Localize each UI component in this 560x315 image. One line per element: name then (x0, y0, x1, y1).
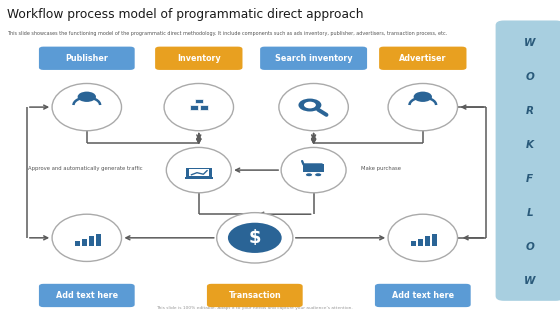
Bar (185, 177, 213, 179)
Text: Workflow process model of programmatic direct approach: Workflow process model of programmatic d… (7, 8, 363, 21)
Circle shape (298, 99, 321, 112)
Text: This slide showcases the functioning model of the programmatic direct methodolog: This slide showcases the functioning mod… (7, 32, 447, 37)
Text: Make purchase: Make purchase (361, 166, 401, 171)
Text: Inventory: Inventory (177, 54, 221, 63)
Text: Approve and automatically generate traffic: Approve and automatically generate traff… (28, 166, 143, 171)
Text: Transaction: Transaction (228, 291, 281, 300)
Bar (424, 236, 430, 246)
FancyBboxPatch shape (496, 20, 560, 301)
Circle shape (305, 173, 312, 177)
Ellipse shape (281, 147, 346, 193)
Bar (200, 105, 208, 110)
Circle shape (414, 92, 432, 102)
Text: Publisher: Publisher (66, 54, 108, 63)
Circle shape (315, 173, 322, 177)
FancyBboxPatch shape (155, 47, 242, 70)
Text: Add text here: Add text here (392, 291, 454, 300)
Text: R: R (526, 106, 534, 116)
Ellipse shape (52, 83, 122, 131)
Ellipse shape (388, 214, 458, 261)
Bar (88, 236, 94, 246)
Bar (190, 105, 198, 110)
Bar (189, 169, 209, 176)
Bar (418, 239, 423, 246)
Ellipse shape (279, 83, 348, 131)
FancyBboxPatch shape (379, 47, 466, 70)
Text: F: F (526, 174, 533, 184)
Text: O: O (525, 72, 534, 82)
Bar (432, 234, 437, 246)
Text: Search inventory: Search inventory (275, 54, 352, 63)
Bar (304, 164, 324, 172)
Text: Add text here: Add text here (56, 291, 118, 300)
Circle shape (228, 223, 282, 253)
Bar (96, 234, 101, 246)
Bar (411, 241, 416, 246)
Ellipse shape (164, 83, 234, 131)
FancyBboxPatch shape (39, 47, 134, 70)
Ellipse shape (52, 214, 122, 261)
Ellipse shape (388, 83, 458, 131)
Text: K: K (526, 140, 534, 150)
Circle shape (304, 102, 316, 108)
Text: W: W (524, 37, 535, 48)
Text: Advertiser: Advertiser (399, 54, 446, 63)
Bar (75, 241, 80, 246)
FancyBboxPatch shape (260, 47, 367, 70)
Text: This slide is 100% editable. Adapt it to your needs and capture your audience's : This slide is 100% editable. Adapt it to… (156, 306, 353, 310)
Ellipse shape (217, 213, 293, 263)
FancyBboxPatch shape (207, 284, 302, 307)
Bar (186, 168, 212, 177)
Bar (195, 99, 203, 103)
Text: O: O (525, 242, 534, 252)
Bar (82, 239, 87, 246)
FancyBboxPatch shape (39, 284, 134, 307)
Ellipse shape (166, 147, 231, 193)
Text: W: W (524, 276, 535, 286)
Text: $: $ (249, 229, 261, 247)
Text: L: L (526, 208, 533, 218)
Circle shape (78, 92, 96, 102)
FancyBboxPatch shape (375, 284, 470, 307)
